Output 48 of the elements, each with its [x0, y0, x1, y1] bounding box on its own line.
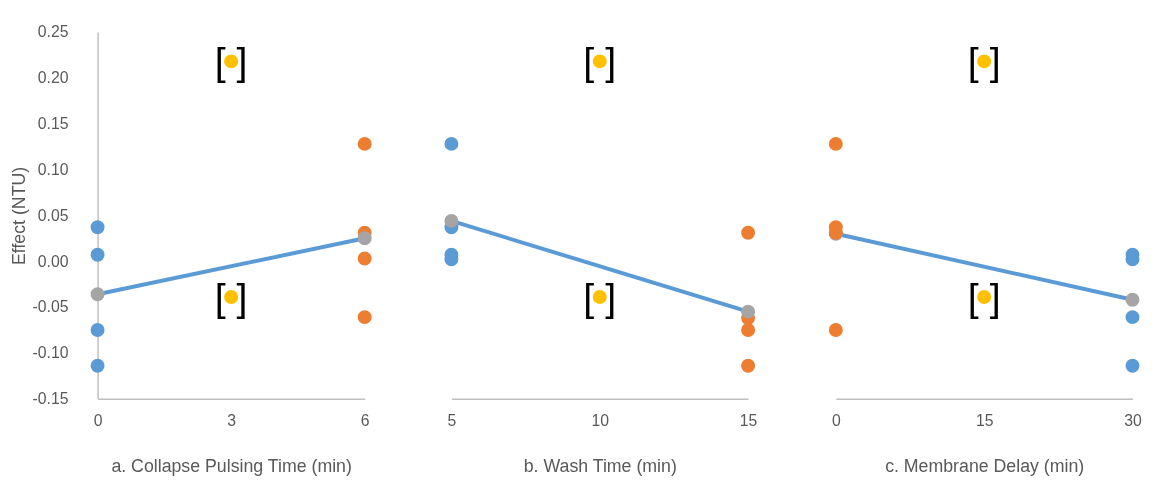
x-axis-title: b. Wash Time (min) — [523, 456, 677, 477]
y-tick-label: -0.15 — [32, 390, 69, 408]
x-tick-label: 15 — [975, 411, 994, 429]
annotation: [ ] — [583, 39, 617, 84]
point — [1125, 358, 1140, 373]
point — [1125, 292, 1140, 307]
point — [828, 136, 843, 151]
point — [357, 310, 372, 325]
y-tick-label: 0.10 — [37, 160, 69, 178]
x-axis-title: c. Membrane Delay (min) — [885, 456, 1085, 477]
y-tick-label: -0.05 — [32, 298, 69, 316]
x-tick-label: 0 — [93, 411, 103, 429]
point — [741, 304, 756, 319]
annotation: [ ] — [967, 274, 1001, 319]
x-axis-title: a. Collapse Pulsing Time (min) — [111, 456, 352, 477]
point — [741, 323, 756, 337]
x-tick-label: 15 — [739, 411, 758, 429]
point — [444, 136, 459, 151]
y-axis-title: Effect (NTU) — [8, 166, 29, 265]
x-tick-label: 0 — [831, 411, 841, 429]
point — [828, 323, 843, 337]
point — [90, 247, 105, 262]
annotation: [ ] — [583, 274, 617, 319]
point — [444, 213, 459, 228]
point — [90, 220, 105, 235]
y-tick-label: 0.00 — [37, 252, 69, 270]
x-tick-label: 30 — [1124, 411, 1142, 429]
y-tick-label: -0.10 — [32, 344, 69, 362]
annotation: [ ] — [214, 39, 248, 84]
x-tick-label: 5 — [447, 411, 457, 429]
point — [357, 136, 372, 151]
annotation: [ ] — [967, 39, 1001, 84]
y-tick-label: 0.05 — [37, 206, 69, 224]
y-tick-label: 0.15 — [37, 115, 69, 133]
y-tick-label: 0.20 — [37, 69, 69, 87]
y-tick-label: 0.25 — [37, 23, 69, 41]
x-tick-label: 6 — [360, 411, 370, 429]
point — [1125, 310, 1140, 325]
point — [741, 225, 756, 240]
point — [90, 287, 105, 302]
point — [357, 251, 372, 266]
x-tick-label: 3 — [227, 411, 237, 429]
point — [357, 231, 372, 246]
point — [741, 358, 756, 373]
point — [90, 323, 105, 337]
point — [90, 358, 105, 373]
x-tick-label: 10 — [591, 411, 610, 429]
annotation: [ ] — [214, 274, 248, 319]
